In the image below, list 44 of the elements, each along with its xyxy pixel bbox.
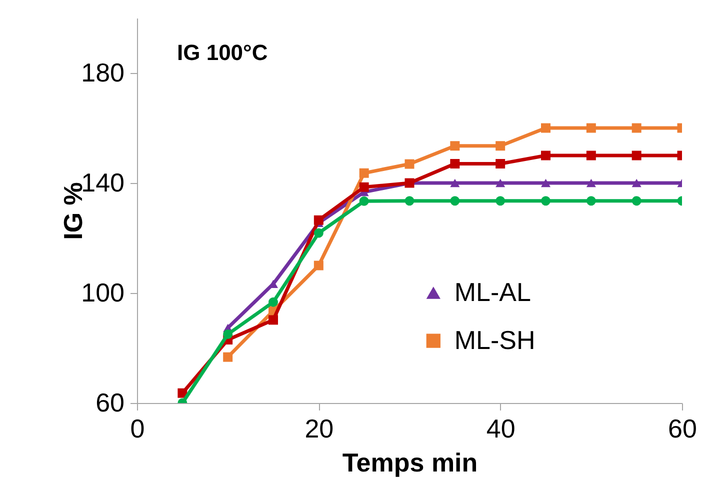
x-tick-label: 20 <box>304 414 334 444</box>
point <box>586 150 596 160</box>
point <box>314 260 324 270</box>
point <box>632 196 642 206</box>
point <box>359 182 369 192</box>
point <box>450 178 460 188</box>
point <box>404 159 414 169</box>
point <box>359 196 369 206</box>
legend-label: ML-AL <box>454 276 531 307</box>
point <box>632 150 642 160</box>
point <box>541 150 550 160</box>
point <box>178 388 188 398</box>
point <box>496 159 506 168</box>
text: IG 100°C <box>177 40 268 65</box>
y-tick-label: 60 <box>96 388 124 418</box>
y-tick-label: 180 <box>81 58 124 88</box>
point <box>314 215 324 225</box>
x-tick-label: 40 <box>486 414 516 444</box>
point <box>450 196 460 206</box>
point <box>268 315 278 325</box>
x-tick-label: 0 <box>130 414 145 444</box>
point <box>586 196 596 206</box>
point <box>541 123 550 133</box>
point <box>586 178 596 188</box>
point <box>223 352 233 362</box>
point <box>268 297 278 307</box>
x-axis-title: Temps min <box>342 448 478 478</box>
point <box>223 330 233 339</box>
y-tick-label: 100 <box>81 278 124 308</box>
point <box>541 196 550 206</box>
point <box>541 178 550 188</box>
point <box>496 178 506 188</box>
legend-label: ML-SH <box>454 324 536 355</box>
point <box>314 228 324 238</box>
point <box>450 141 460 151</box>
point <box>632 123 642 133</box>
point <box>359 168 369 178</box>
point <box>450 159 460 168</box>
point <box>496 196 506 206</box>
point <box>404 196 414 206</box>
point <box>496 141 506 151</box>
point <box>586 123 596 133</box>
point <box>632 178 642 188</box>
x-tick-label: 60 <box>668 414 697 444</box>
